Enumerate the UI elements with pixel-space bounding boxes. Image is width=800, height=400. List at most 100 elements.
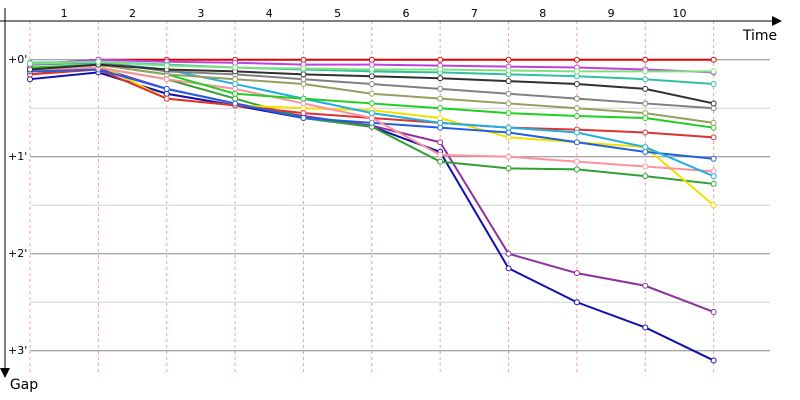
data-point [368,114,375,121]
data-point [232,81,239,88]
data-point [300,56,307,63]
lap-label: 6 [403,7,410,20]
data-point [300,71,307,78]
data-point [573,105,580,112]
data-point [437,114,444,121]
data-point [710,68,717,75]
data-point [573,139,580,146]
data-point [710,100,717,107]
data-point [642,173,649,180]
data-point [368,66,375,73]
data-point [368,119,375,126]
data-point [27,66,33,73]
y-tick-label: +3' [8,344,27,357]
data-point [573,158,580,165]
lap-label: 10 [672,7,686,20]
data-point [163,95,170,102]
data-point [505,265,512,272]
data-point [573,95,580,102]
data-point [642,129,649,136]
data-point [710,56,717,63]
y-axis-label: Gap [10,377,38,393]
data-point [642,144,649,151]
lap-label: 1 [61,7,68,20]
data-point [642,56,649,63]
y-tick-label: +2' [8,247,27,260]
data-point [437,119,444,126]
data-point [27,76,33,83]
data-point [642,85,649,92]
data-point [163,90,170,97]
data-point [505,124,512,131]
data-point [232,95,239,102]
data-point [95,58,102,65]
data-point [232,64,239,71]
data-point [163,76,170,83]
data-point [710,168,717,175]
data-point [232,90,239,97]
data-point [300,65,307,72]
lap-label: 3 [197,7,204,20]
data-point [505,250,512,257]
lap-label: 5 [334,7,341,20]
data-point [368,61,375,68]
data-point [505,78,512,85]
data-point [505,100,512,107]
data-point [437,95,444,102]
data-point [368,110,375,117]
data-point [505,90,512,97]
data-point [300,100,307,107]
data-point [710,308,717,315]
data-point [437,158,444,165]
y-axis-arrow [0,368,10,378]
lap-label: 9 [608,7,615,20]
data-point [437,56,444,63]
data-point [710,180,717,187]
data-point [573,73,580,80]
data-point [573,113,580,120]
data-point [232,59,239,66]
data-point [232,85,239,92]
data-point [573,299,580,306]
data-point [710,155,717,162]
data-point [710,81,717,88]
data-point [710,173,717,180]
lap-label: 8 [539,7,546,20]
data-point [368,90,375,97]
data-point [368,56,375,63]
data-point [642,68,649,75]
data-point [368,81,375,88]
data-point [300,81,307,88]
y-tick-label: +0' [8,53,27,66]
x-axis-arrow [772,16,782,26]
data-point [437,151,444,158]
data-point [710,105,717,112]
y-tick-label: +1' [8,150,27,163]
data-point [163,85,170,92]
data-point [573,270,580,277]
data-point [437,66,444,73]
data-point [437,124,444,131]
data-point [437,75,444,82]
data-point [710,202,717,209]
data-point [710,119,717,126]
data-point [232,76,239,83]
data-point [437,139,444,146]
data-point [437,85,444,92]
data-point [505,67,512,74]
data-point [505,134,512,141]
data-point [642,282,649,289]
x-axis-label: Time [742,28,777,44]
data-point [505,165,512,172]
data-point [642,324,649,331]
data-point [642,100,649,107]
data-point [505,153,512,160]
data-point [642,114,649,121]
data-point [505,56,512,63]
data-point [300,76,307,83]
data-point [642,148,649,155]
data-point [642,76,649,83]
data-point [710,357,717,364]
lap-label: 4 [266,7,273,20]
